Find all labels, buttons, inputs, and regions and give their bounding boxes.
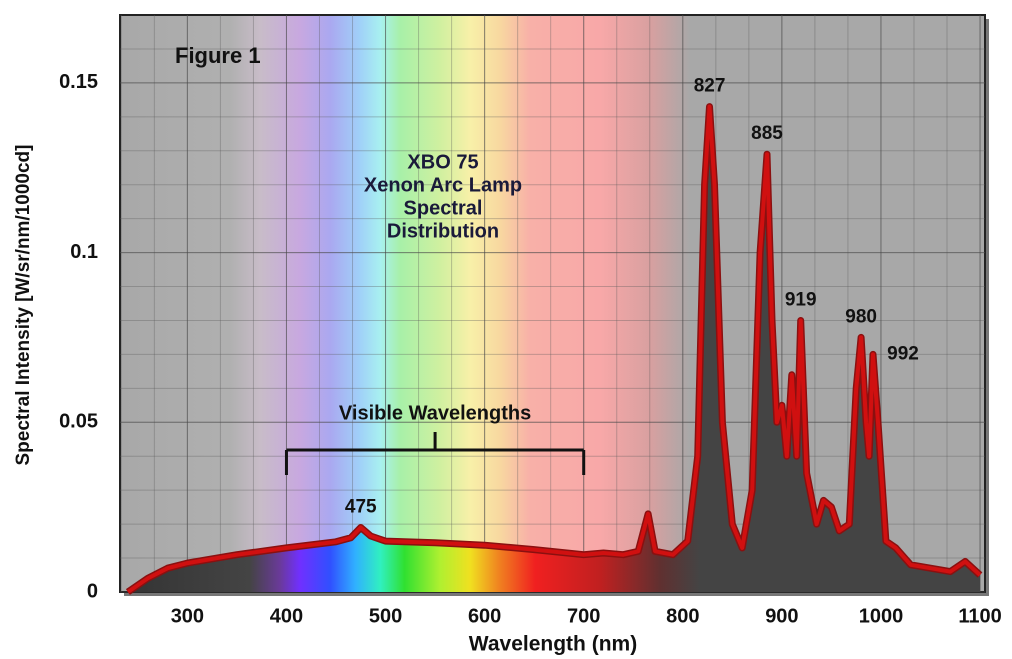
chart-title: Spectral [404,197,483,219]
figure-label: Figure 1 [175,43,261,68]
y-tick-label: 0 [87,580,98,602]
chart-title: Distribution [387,220,499,242]
x-tick-label: 300 [171,605,204,627]
x-tick-label: 1000 [859,605,904,627]
x-tick-label: 600 [468,605,501,627]
x-tick-label: 900 [765,605,798,627]
peak-label: 980 [845,306,877,327]
y-axis-label: Spectral Intensity [W/sr/nm/1000cd] [13,145,34,466]
y-tick-label: 0.1 [70,241,98,263]
chart-title: Xenon Arc Lamp [364,174,522,196]
peak-label: 827 [694,76,726,97]
plot-area [119,14,986,593]
curve [126,104,982,594]
x-tick-label: 500 [369,605,402,627]
y-tick-label: 0.05 [59,411,98,433]
chart-title: XBO 75 [407,151,478,173]
peak-label: 919 [785,289,817,310]
peak-label: 475 [345,497,377,518]
x-tick-label: 400 [270,605,303,627]
x-axis-label: Wavelength (nm) [469,633,637,656]
peak-label: 885 [751,123,783,144]
x-tick-label: 700 [567,605,600,627]
peak-label: 992 [887,343,919,364]
x-tick-label: 1100 [958,605,1001,627]
y-tick-label: 0.15 [59,71,98,93]
bracket-label: Visible Wavelengths [339,402,531,424]
x-tick-label: 800 [666,605,699,627]
